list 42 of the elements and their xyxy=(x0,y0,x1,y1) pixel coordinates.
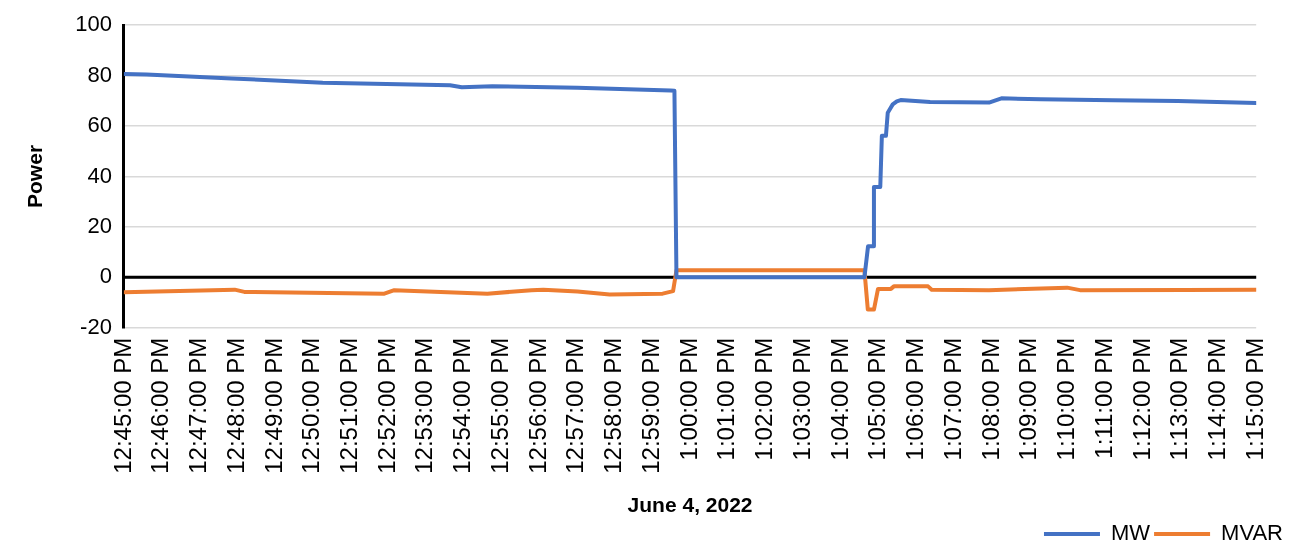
x-tick-label: 12:46:00 PM xyxy=(146,337,174,474)
x-tick-label: 12:58:00 PM xyxy=(599,337,627,474)
x-tick-label: 1:12:00 PM xyxy=(1127,337,1155,461)
x-tick-label: 1:04:00 PM xyxy=(825,337,853,461)
y-tick-label: 20 xyxy=(87,212,112,238)
legend-label: MVAR xyxy=(1221,520,1284,546)
y-tick-label: -20 xyxy=(80,313,112,339)
x-tick-label: 12:59:00 PM xyxy=(636,337,664,474)
x-tick-label: 12:54:00 PM xyxy=(448,337,476,474)
x-tick-label: 12:53:00 PM xyxy=(410,337,438,474)
y-tick-label: 100 xyxy=(75,11,112,37)
x-tick-label: 12:55:00 PM xyxy=(486,337,514,474)
y-axis-title: Power xyxy=(23,144,47,208)
x-tick-label: 1:07:00 PM xyxy=(938,337,966,461)
x-tick-label: 12:47:00 PM xyxy=(183,337,211,474)
x-tick-label: 1:10:00 PM xyxy=(1052,337,1080,461)
x-tick-label: 1:03:00 PM xyxy=(787,337,815,461)
x-tick-label: 1:13:00 PM xyxy=(1165,337,1193,461)
x-tick-label: 12:51:00 PM xyxy=(334,337,362,474)
x-tick-label: 1:05:00 PM xyxy=(863,337,891,461)
x-tick-label: 1:09:00 PM xyxy=(1014,337,1042,461)
x-tick-label: 12:45:00 PM xyxy=(108,337,136,474)
x-tick-label: 1:11:00 PM xyxy=(1089,337,1117,459)
x-tick-label: 1:06:00 PM xyxy=(901,337,929,461)
x-tick-label: 12:49:00 PM xyxy=(259,337,287,474)
x-tick-label: 1:02:00 PM xyxy=(750,337,778,461)
x-tick-label: 12:56:00 PM xyxy=(523,337,551,474)
x-axis-title: June 4, 2022 xyxy=(627,493,753,517)
x-tick-label: 12:48:00 PM xyxy=(221,337,249,474)
y-tick-label: 40 xyxy=(87,162,112,188)
y-tick-label: 60 xyxy=(87,112,112,138)
y-tick-label: 0 xyxy=(99,263,112,289)
y-tick-label: 80 xyxy=(87,61,112,87)
x-tick-label: 12:50:00 PM xyxy=(297,337,325,474)
x-tick-label: 1:01:00 PM xyxy=(712,337,740,461)
x-tick-label: 12:52:00 PM xyxy=(372,337,400,474)
x-tick-label: 1:15:00 PM xyxy=(1240,337,1268,461)
x-tick-label: 1:08:00 PM xyxy=(976,337,1004,461)
x-tick-label: 12:57:00 PM xyxy=(561,337,589,474)
legend-label: MW xyxy=(1110,520,1151,546)
x-tick-label: 1:00:00 PM xyxy=(674,337,702,461)
x-tick-label: 1:14:00 PM xyxy=(1203,337,1231,461)
